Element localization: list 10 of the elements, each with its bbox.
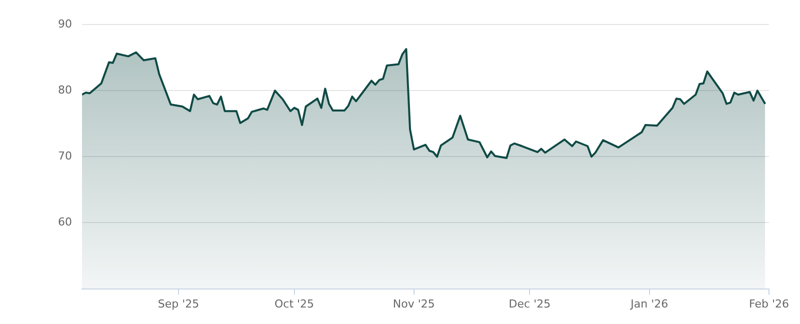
x-tick-label: Nov '25 <box>392 297 435 310</box>
x-tick-label: Jan '26 <box>630 297 668 310</box>
x-tick-label: Feb '26 <box>749 297 790 310</box>
x-tick-label: Sep '25 <box>158 297 200 310</box>
y-tick-label: 60 <box>58 216 72 229</box>
y-tick-label: 90 <box>58 17 72 30</box>
x-tick-label: Oct '25 <box>274 297 314 310</box>
y-tick-label: 80 <box>58 84 72 97</box>
y-tick-label: 70 <box>58 150 72 163</box>
x-tick-label: Dec '25 <box>508 297 551 310</box>
